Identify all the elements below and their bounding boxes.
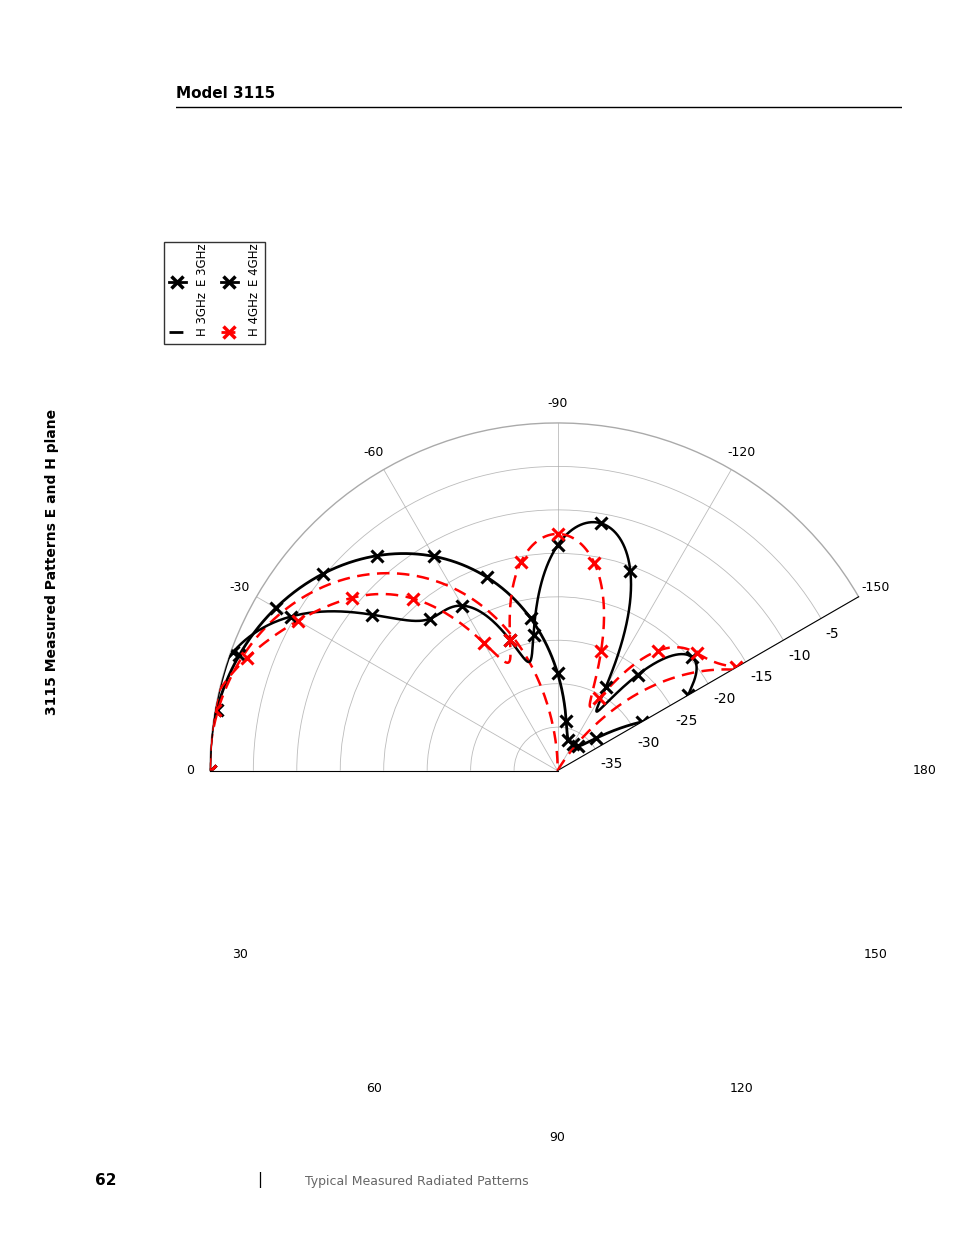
Text: Model 3115: Model 3115	[176, 86, 275, 101]
Text: 3115 Measured Patterns E and H plane: 3115 Measured Patterns E and H plane	[46, 409, 59, 715]
Text: Typical Measured Radiated Patterns: Typical Measured Radiated Patterns	[305, 1174, 528, 1188]
Text: 62: 62	[95, 1173, 117, 1188]
Text: |: |	[257, 1172, 262, 1188]
Legend: E 3GHz, H 3GHz, E 4GHz, H 4GHz: E 3GHz, H 3GHz, E 4GHz, H 4GHz	[164, 242, 265, 345]
